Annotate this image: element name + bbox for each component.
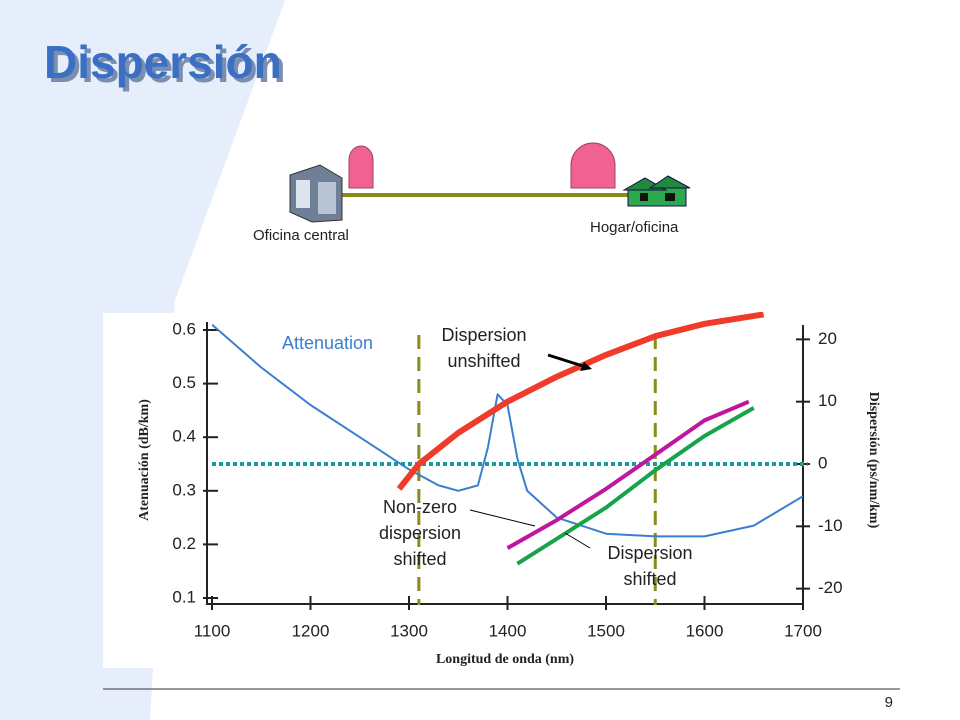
annotation: Dispersion unshifted [441, 325, 526, 371]
chart-panel [103, 313, 830, 668]
series-line [516, 406, 755, 566]
transceiver [348, 145, 374, 189]
y-axis-title: Atenuación (dB/km) [137, 399, 152, 521]
y2-tick-label: -10 [818, 516, 843, 535]
arrow [564, 532, 591, 549]
y-tick-label: 0.3 [172, 480, 196, 499]
y-tick-label: 0.1 [172, 587, 196, 606]
arrow [547, 353, 587, 369]
arrowhead [580, 362, 592, 371]
x-tick-label: 1200 [292, 621, 330, 640]
house-icon [622, 175, 691, 207]
series-label: Attenuation [282, 333, 373, 353]
y-tick-label: 0.6 [172, 319, 196, 338]
arrow [469, 509, 536, 527]
series-line [506, 399, 750, 550]
y-tick-label: 0.2 [172, 534, 196, 553]
x-tick-label: 1600 [686, 621, 724, 640]
y2-tick-label: -20 [818, 578, 843, 597]
annotation: Non-zero dispersion shifted [379, 497, 461, 569]
x-tick-label: 1400 [489, 621, 527, 640]
building-icon [289, 164, 343, 223]
x-tick-label: 1500 [587, 621, 625, 640]
x-axis-title: Longitud de onda (nm) [436, 652, 574, 667]
plot-area [212, 312, 803, 566]
title: Dispersión [44, 36, 282, 88]
x-tick-label: 1700 [784, 621, 822, 640]
y2-axis-title: Dispersión (ps/nm/km) [866, 392, 881, 529]
y2-tick-label: 20 [818, 329, 837, 348]
chart: 0.1 0.2 0.3 0.4 0.5 0.6 -20 -10 0 10 20 1100 1200 130… [137, 312, 881, 667]
y-tick-label: 0.4 [172, 427, 196, 446]
y2-tick-label: 10 [818, 391, 837, 410]
series-line [396, 312, 765, 491]
x-tick-label: 1300 [390, 621, 428, 640]
transceiver [570, 142, 616, 189]
annotation: Dispersion shifted [607, 543, 692, 589]
page-number: 9 [885, 694, 893, 711]
series-line [212, 323, 803, 538]
x-tick-label: 1100 [194, 621, 231, 640]
site-label: Oficina central [253, 227, 349, 244]
title-shadow: Dispersión [48, 40, 286, 92]
y-tick-label: 0.5 [172, 373, 196, 392]
y2-tick-label: 0 [818, 453, 827, 472]
site-label: Hogar/oficina [590, 219, 679, 236]
